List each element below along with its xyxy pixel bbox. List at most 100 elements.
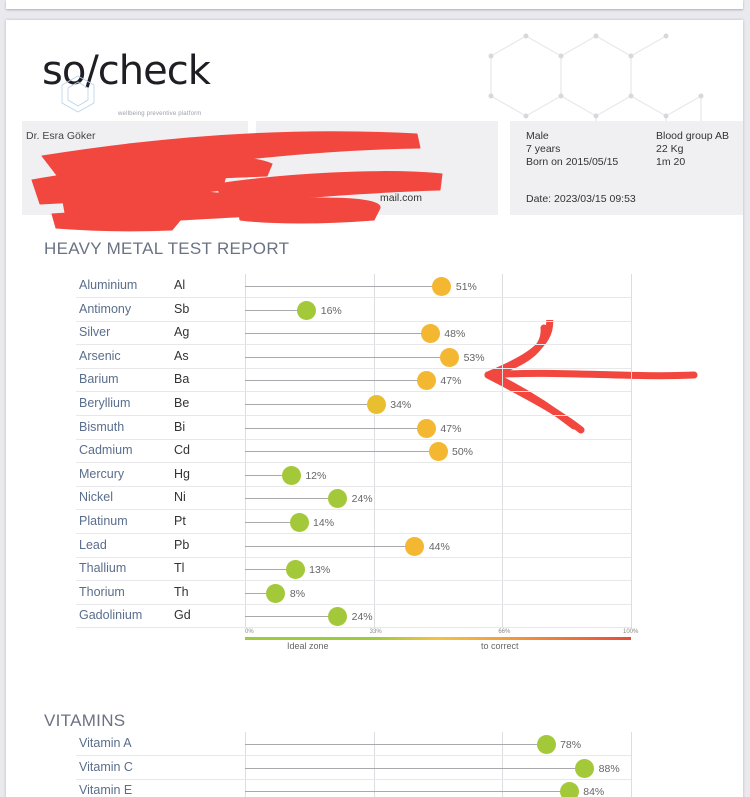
patient-info-box <box>510 121 743 215</box>
metal-symbol: Al <box>174 278 186 292</box>
metal-bar <box>245 309 307 311</box>
metal-value-label: 24% <box>351 493 373 506</box>
metal-name: Thallium <box>79 561 127 576</box>
vitamin-name: Vitamin A <box>79 736 132 750</box>
heavy-metal-section-title: HEAVY METAL TEST REPORT <box>44 239 290 258</box>
metal-bar <box>245 498 338 500</box>
metal-symbol: As <box>174 348 189 363</box>
socheck-logo: so/check wellbeing preventive platform <box>42 48 262 118</box>
metal-symbol: Th <box>174 584 189 599</box>
metal-name: Platinum <box>79 514 128 528</box>
metal-marker <box>289 513 309 532</box>
vitamin-value-label: 84% <box>583 786 605 797</box>
metal-value-label: 16% <box>320 304 342 317</box>
metal-value-label: 14% <box>313 517 335 529</box>
patient-age: 7 years <box>526 143 561 155</box>
metal-name: Bismuth <box>79 419 125 434</box>
to-correct-label: to correct <box>481 641 519 651</box>
metal-value-label: 8% <box>289 587 306 600</box>
metal-value-label: 48% <box>444 328 466 341</box>
metal-bar <box>245 404 377 405</box>
metal-symbol: Be <box>174 396 190 410</box>
vitamin-bar <box>245 744 547 745</box>
metal-value-label: 47% <box>440 375 462 388</box>
metal-row-divider <box>76 438 631 440</box>
metal-value-label: 47% <box>440 422 462 435</box>
metal-gridline <box>631 274 632 628</box>
metal-marker <box>366 395 386 414</box>
metal-name: Gadolinium <box>79 608 143 623</box>
patient-weight: 22 Kg <box>656 143 684 155</box>
vitamin-gridline <box>245 732 246 797</box>
patient-birthdate: Born on 2015/05/15 <box>526 156 619 168</box>
report-date: Date: 2023/03/15 09:53 <box>526 193 636 205</box>
vitamin-row-divider <box>76 778 631 780</box>
metal-symbol: Ba <box>174 372 190 387</box>
vitamin-gridline <box>502 732 504 797</box>
vitamin-bar <box>245 791 570 793</box>
vitamin-marker <box>559 782 579 797</box>
metal-bar <box>245 545 415 547</box>
email-suffix: mail.com <box>380 192 423 204</box>
metal-bar <box>245 427 427 429</box>
metal-marker <box>266 583 286 603</box>
metal-value-label: 51% <box>455 281 477 293</box>
doctor-name: Dr. Esra Göker <box>26 130 96 142</box>
metal-value-label: 44% <box>428 540 450 553</box>
vitamin-gridline <box>631 732 632 797</box>
zone-scale-bar <box>245 637 631 640</box>
scale-tick-label: 0% <box>245 629 254 635</box>
metal-row-divider <box>76 485 631 487</box>
redaction-scribble <box>31 131 443 232</box>
metal-name: Aluminium <box>79 278 138 292</box>
metal-value-label: 12% <box>305 469 327 482</box>
metal-gridline <box>373 274 375 628</box>
vitamins-section-title: VITAMINS <box>44 711 126 730</box>
metal-row-divider <box>76 415 631 416</box>
metal-value-label: 34% <box>390 399 412 411</box>
metal-symbol: Cd <box>174 443 190 458</box>
metal-marker <box>328 489 348 509</box>
metal-symbol: Pt <box>174 514 186 528</box>
metal-name: Thorium <box>79 584 125 599</box>
metal-row-divider <box>76 367 631 369</box>
metal-bar <box>245 474 292 476</box>
metal-name: Barium <box>79 372 119 387</box>
logo-hexagon-icon <box>61 75 95 113</box>
metal-value-label: 13% <box>309 564 331 577</box>
metal-row-divider <box>76 509 631 511</box>
metal-row-divider <box>76 556 631 558</box>
metal-bar <box>245 592 276 594</box>
patient-gender: Male <box>526 130 549 142</box>
metal-name: Nickel <box>79 490 114 505</box>
metal-name: Silver <box>79 325 111 340</box>
metal-marker <box>420 324 440 344</box>
ideal-zone-label: Ideal zone <box>287 641 329 651</box>
metal-gridline <box>245 274 246 628</box>
metal-bar <box>245 522 300 523</box>
metal-row-divider <box>76 391 631 393</box>
metal-bar <box>245 356 450 358</box>
metal-symbol: Sb <box>174 301 190 316</box>
vitamin-value-label: 78% <box>560 739 582 751</box>
metal-row-divider <box>76 580 631 582</box>
metal-symbol: Hg <box>174 466 190 481</box>
metal-name: Lead <box>79 537 107 552</box>
metal-symbol: Gd <box>174 608 191 623</box>
metal-row-divider <box>76 297 631 298</box>
scale-tick-label: 33% <box>369 629 382 635</box>
vitamin-bar <box>245 767 585 769</box>
patient-height: 1m 20 <box>656 156 686 168</box>
vitamin-marker <box>536 735 556 754</box>
metal-symbol: Ni <box>174 490 186 505</box>
metal-marker <box>328 607 348 627</box>
metal-name: Arsenic <box>79 348 121 363</box>
metal-value-label: 50% <box>452 446 474 459</box>
metal-gridline <box>502 274 504 628</box>
metal-value-label: 24% <box>351 611 373 624</box>
scale-tick-label: 100% <box>623 629 639 635</box>
metal-symbol: Bi <box>174 419 186 434</box>
vitamin-marker <box>575 758 595 778</box>
metal-name: Beryllium <box>79 396 131 410</box>
metal-name: Mercury <box>79 466 125 481</box>
